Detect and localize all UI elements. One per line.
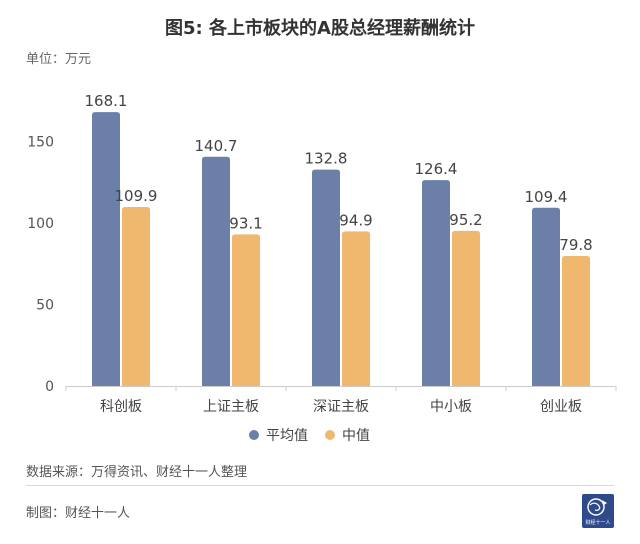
x-tick-label: 上证主板 <box>203 399 259 415</box>
y-tick-label: 150 <box>27 135 54 151</box>
legend-marker <box>325 430 335 440</box>
data-label: 109.9 <box>115 187 158 205</box>
data-label: 132.8 <box>305 150 348 168</box>
data-label: 140.7 <box>195 137 238 155</box>
bar-median <box>452 230 480 386</box>
x-tick-label: 中小板 <box>430 399 472 415</box>
y-tick-label: 50 <box>36 298 54 314</box>
data-label: 94.9 <box>339 211 372 229</box>
legend-label: 平均值 <box>266 428 308 444</box>
brand-logo: 财经十一人 <box>582 494 614 528</box>
bar-median <box>342 231 370 386</box>
data-label: 168.1 <box>85 92 128 110</box>
bar-mean <box>92 112 120 386</box>
bar-median <box>232 234 260 386</box>
bar-median <box>562 255 590 386</box>
bar-median <box>122 206 150 386</box>
data-label: 93.1 <box>229 214 262 232</box>
bar-mean <box>532 207 560 386</box>
chart-maker: 制图：财经十一人 <box>26 506 131 521</box>
unit-label: 单位：万元 <box>26 52 92 67</box>
chart-title: 图5: 各上市板块的A股总经理薪酬统计 <box>165 18 475 39</box>
footer-divider <box>26 485 614 486</box>
globe-icon <box>587 498 607 516</box>
data-label: 109.4 <box>525 188 568 206</box>
data-label: 95.2 <box>449 211 482 229</box>
legend-label: 中值 <box>342 428 370 444</box>
x-tick-label: 深证主板 <box>313 399 369 415</box>
bar-chart: 0 50 100 150 168.1 109.9 科创板 140.7 93.1 上证主板 132.8… <box>27 92 617 444</box>
bar-mean <box>202 156 230 386</box>
logo-text: 财经十一人 <box>585 520 611 526</box>
x-tick-label: 科创板 <box>100 399 142 415</box>
legend-marker <box>249 430 259 440</box>
data-label: 126.4 <box>415 160 458 178</box>
x-tick-label: 创业板 <box>540 399 582 415</box>
data-label: 79.8 <box>559 236 592 254</box>
bar-mean <box>312 169 340 386</box>
bar-mean <box>422 180 450 386</box>
data-source: 数据来源：万得资讯、财经十一人整理 <box>26 465 248 480</box>
y-tick-label: 100 <box>27 216 54 232</box>
y-tick-label: 0 <box>45 379 54 395</box>
